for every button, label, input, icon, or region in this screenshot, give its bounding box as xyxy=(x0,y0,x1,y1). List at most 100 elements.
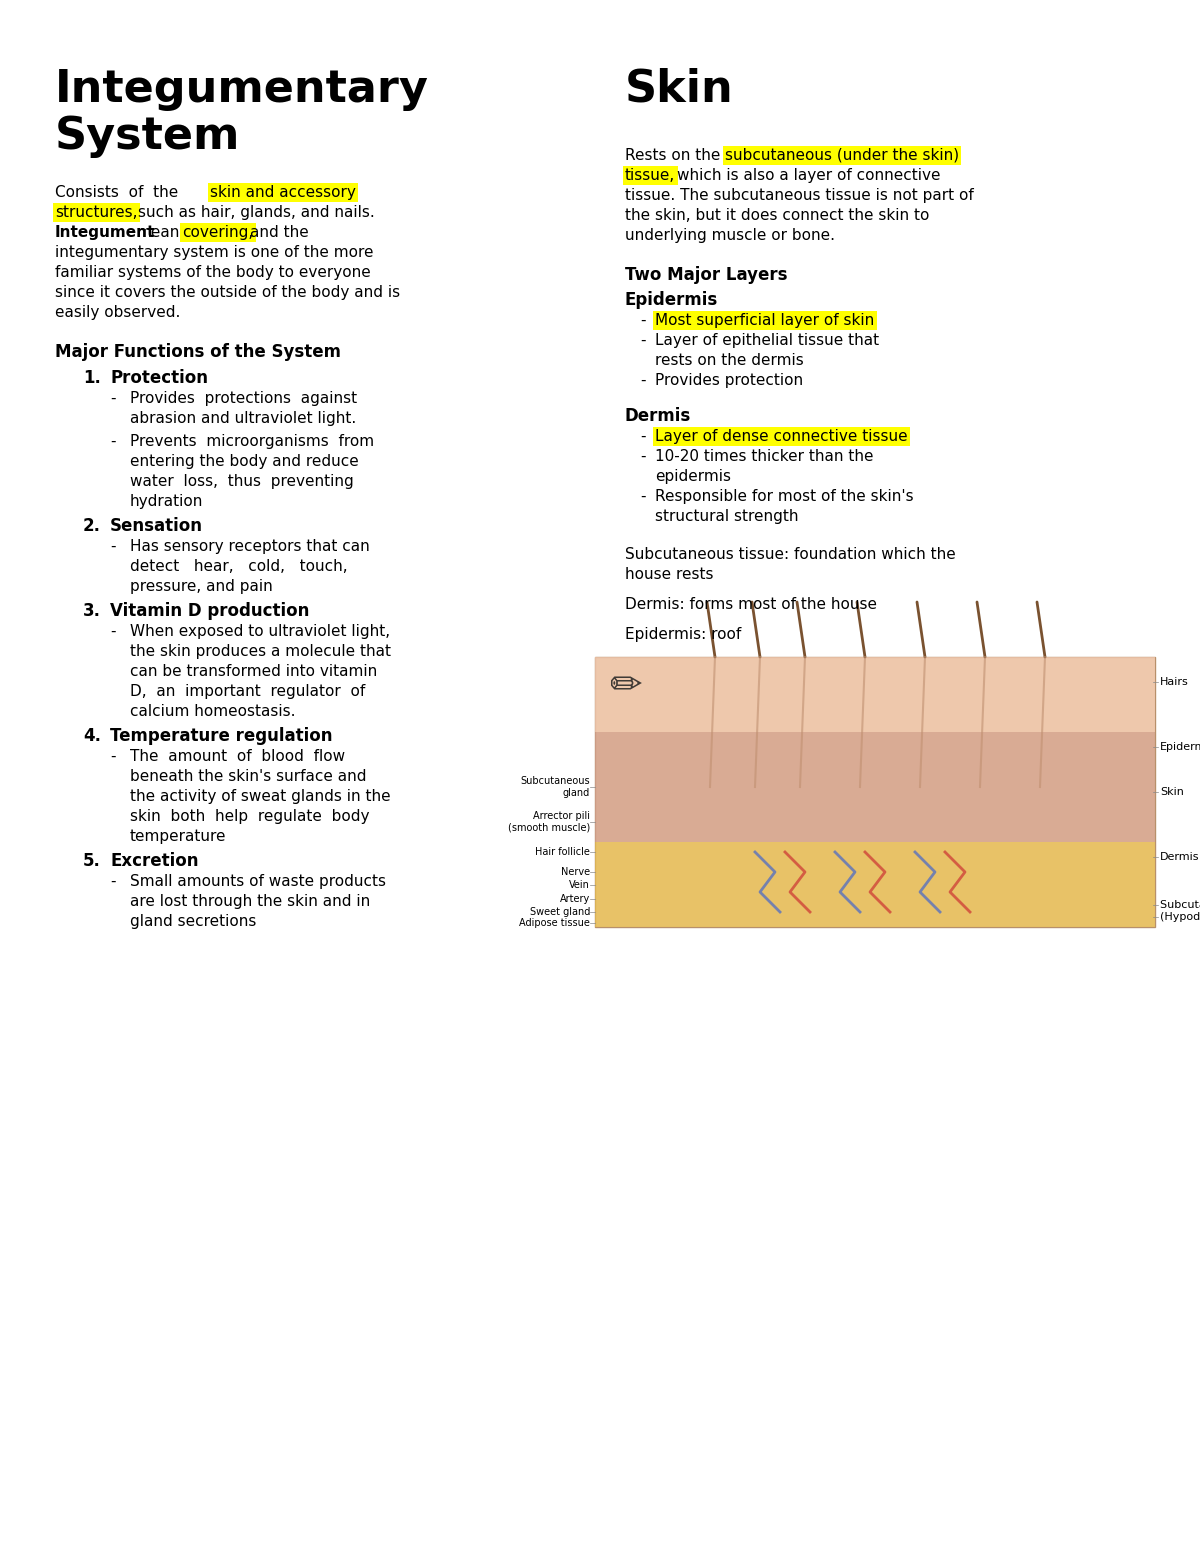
Text: -: - xyxy=(640,449,646,464)
Text: System: System xyxy=(55,115,240,158)
Text: Has sensory receptors that can: Has sensory receptors that can xyxy=(130,539,370,554)
Text: tissue,: tissue, xyxy=(625,168,676,183)
Text: Sensation: Sensation xyxy=(110,517,203,534)
Text: calcium homeostasis.: calcium homeostasis. xyxy=(130,704,295,719)
Text: can be transformed into vitamin: can be transformed into vitamin xyxy=(130,665,377,679)
Text: abrasion and ultraviolet light.: abrasion and ultraviolet light. xyxy=(130,412,356,426)
Text: skin  both  help  regulate  body: skin both help regulate body xyxy=(130,809,370,825)
Text: Vitamin D production: Vitamin D production xyxy=(110,603,310,620)
Text: -: - xyxy=(640,489,646,505)
Bar xyxy=(595,657,1154,731)
Text: skin and accessory: skin and accessory xyxy=(210,185,356,200)
Text: entering the body and reduce: entering the body and reduce xyxy=(130,453,359,469)
Text: 3.: 3. xyxy=(83,603,101,620)
Text: Dermis: Dermis xyxy=(625,407,691,426)
Text: Hairs: Hairs xyxy=(1160,677,1189,686)
Text: Epidermis: roof: Epidermis: roof xyxy=(625,627,742,641)
Text: -: - xyxy=(110,624,115,638)
Bar xyxy=(595,842,1154,927)
Text: 2.: 2. xyxy=(83,517,101,534)
Text: Prevents  microorganisms  from: Prevents microorganisms from xyxy=(130,433,374,449)
Text: -: - xyxy=(640,373,646,388)
Text: ✏: ✏ xyxy=(610,666,643,705)
Text: underlying muscle or bone.: underlying muscle or bone. xyxy=(625,228,835,242)
Text: Integumentary: Integumentary xyxy=(55,68,428,110)
Bar xyxy=(595,657,1154,927)
Text: Integument: Integument xyxy=(55,225,155,241)
Text: Excretion: Excretion xyxy=(110,853,198,870)
Text: easily observed.: easily observed. xyxy=(55,304,180,320)
Text: and the: and the xyxy=(250,225,308,241)
Text: since it covers the outside of the body and is: since it covers the outside of the body … xyxy=(55,286,400,300)
Text: Temperature regulation: Temperature regulation xyxy=(110,727,332,745)
Text: Layer of epithelial tissue that: Layer of epithelial tissue that xyxy=(655,332,880,348)
Text: Skin: Skin xyxy=(1160,787,1184,797)
Text: pressure, and pain: pressure, and pain xyxy=(130,579,272,593)
Text: Most superficial layer of skin: Most superficial layer of skin xyxy=(655,314,875,328)
Text: Nerve: Nerve xyxy=(560,867,590,877)
Text: detect   hear,   cold,   touch,: detect hear, cold, touch, xyxy=(130,559,348,575)
Text: -: - xyxy=(110,433,115,449)
Text: are lost through the skin and in: are lost through the skin and in xyxy=(130,895,371,909)
Text: Dermis: forms most of the house: Dermis: forms most of the house xyxy=(625,596,877,612)
Text: -: - xyxy=(640,332,646,348)
Text: Provides  protections  against: Provides protections against xyxy=(130,391,358,405)
Text: Hair follicle: Hair follicle xyxy=(535,846,590,857)
Text: Protection: Protection xyxy=(110,370,208,387)
Text: Arrector pili
(smooth muscle): Arrector pili (smooth muscle) xyxy=(508,811,590,832)
Text: Consists  of  the: Consists of the xyxy=(55,185,179,200)
Text: Adipose tissue: Adipose tissue xyxy=(520,918,590,929)
Text: D,  an  important  regulator  of: D, an important regulator of xyxy=(130,683,365,699)
Text: Subcutaneous tissue: foundation which the: Subcutaneous tissue: foundation which th… xyxy=(625,547,955,562)
Text: beneath the skin's surface and: beneath the skin's surface and xyxy=(130,769,366,784)
Text: Epidermis: Epidermis xyxy=(625,290,719,309)
Text: structures,: structures, xyxy=(55,205,138,221)
Text: the skin produces a molecule that: the skin produces a molecule that xyxy=(130,644,391,658)
Text: gland secretions: gland secretions xyxy=(130,915,257,929)
Text: 1.: 1. xyxy=(83,370,101,387)
Text: Provides protection: Provides protection xyxy=(655,373,803,388)
Text: -: - xyxy=(110,874,115,888)
Text: When exposed to ultraviolet light,: When exposed to ultraviolet light, xyxy=(130,624,390,638)
Text: Two Major Layers: Two Major Layers xyxy=(625,266,787,284)
Text: (Hypodermis): (Hypodermis) xyxy=(1160,912,1200,922)
Text: Skin: Skin xyxy=(625,68,733,110)
Text: means: means xyxy=(137,225,188,241)
Text: tissue. The subcutaneous tissue is not part of: tissue. The subcutaneous tissue is not p… xyxy=(625,188,973,203)
Text: -: - xyxy=(640,429,646,444)
Text: -: - xyxy=(640,314,646,328)
Text: temperature: temperature xyxy=(130,829,227,843)
Text: Responsible for most of the skin's: Responsible for most of the skin's xyxy=(655,489,913,505)
Text: house rests: house rests xyxy=(625,567,714,582)
Text: such as hair, glands, and nails.: such as hair, glands, and nails. xyxy=(138,205,374,221)
Text: covering,: covering, xyxy=(182,225,253,241)
Text: Dermis: Dermis xyxy=(1160,853,1200,862)
Text: Small amounts of waste products: Small amounts of waste products xyxy=(130,874,386,888)
Text: 4.: 4. xyxy=(83,727,101,745)
Text: Subcutaneous tissue: Subcutaneous tissue xyxy=(1160,901,1200,910)
Text: which is also a layer of connective: which is also a layer of connective xyxy=(677,168,941,183)
Text: familiar systems of the body to everyone: familiar systems of the body to everyone xyxy=(55,266,371,280)
Text: Major Functions of the System: Major Functions of the System xyxy=(55,343,341,360)
Text: hydration: hydration xyxy=(130,494,203,509)
Text: -: - xyxy=(110,539,115,554)
Text: Rests on the: Rests on the xyxy=(625,148,720,163)
Text: 10-20 times thicker than the: 10-20 times thicker than the xyxy=(655,449,874,464)
Text: Epidermis: Epidermis xyxy=(1160,742,1200,752)
Text: structural strength: structural strength xyxy=(655,509,798,523)
Text: Sweet gland: Sweet gland xyxy=(529,907,590,916)
Text: The  amount  of  blood  flow: The amount of blood flow xyxy=(130,749,346,764)
Text: -: - xyxy=(110,749,115,764)
Text: epidermis: epidermis xyxy=(655,469,731,485)
Text: -: - xyxy=(110,391,115,405)
Text: the skin, but it does connect the skin to: the skin, but it does connect the skin t… xyxy=(625,208,929,224)
Text: Subcutaneous
gland: Subcutaneous gland xyxy=(521,776,590,798)
Text: integumentary system is one of the more: integumentary system is one of the more xyxy=(55,245,373,259)
Bar xyxy=(595,731,1154,842)
Text: water  loss,  thus  preventing: water loss, thus preventing xyxy=(130,474,354,489)
Text: the activity of sweat glands in the: the activity of sweat glands in the xyxy=(130,789,391,804)
Text: Artery: Artery xyxy=(559,895,590,904)
Text: Layer of dense connective tissue: Layer of dense connective tissue xyxy=(655,429,907,444)
Text: Vein: Vein xyxy=(569,881,590,890)
Text: rests on the dermis: rests on the dermis xyxy=(655,353,804,368)
